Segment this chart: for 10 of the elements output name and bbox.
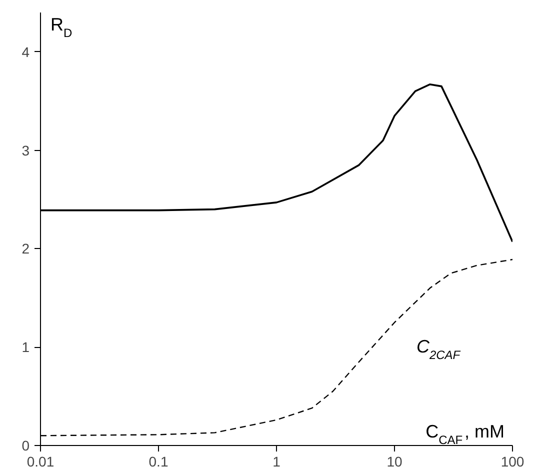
y-tick-label: 3 bbox=[22, 142, 30, 158]
x-tick-label: 0.1 bbox=[148, 454, 168, 470]
x-tick-label: 10 bbox=[386, 454, 402, 470]
y-tick-label: 4 bbox=[22, 44, 30, 60]
x-tick-label: 0.01 bbox=[26, 454, 54, 470]
y-tick-label: 0 bbox=[22, 438, 30, 454]
x-tick-label: 100 bbox=[500, 454, 524, 470]
y-tick-label: 2 bbox=[22, 240, 30, 257]
x-tick-label: 1 bbox=[272, 454, 281, 470]
y-tick-label: 1 bbox=[22, 339, 30, 356]
